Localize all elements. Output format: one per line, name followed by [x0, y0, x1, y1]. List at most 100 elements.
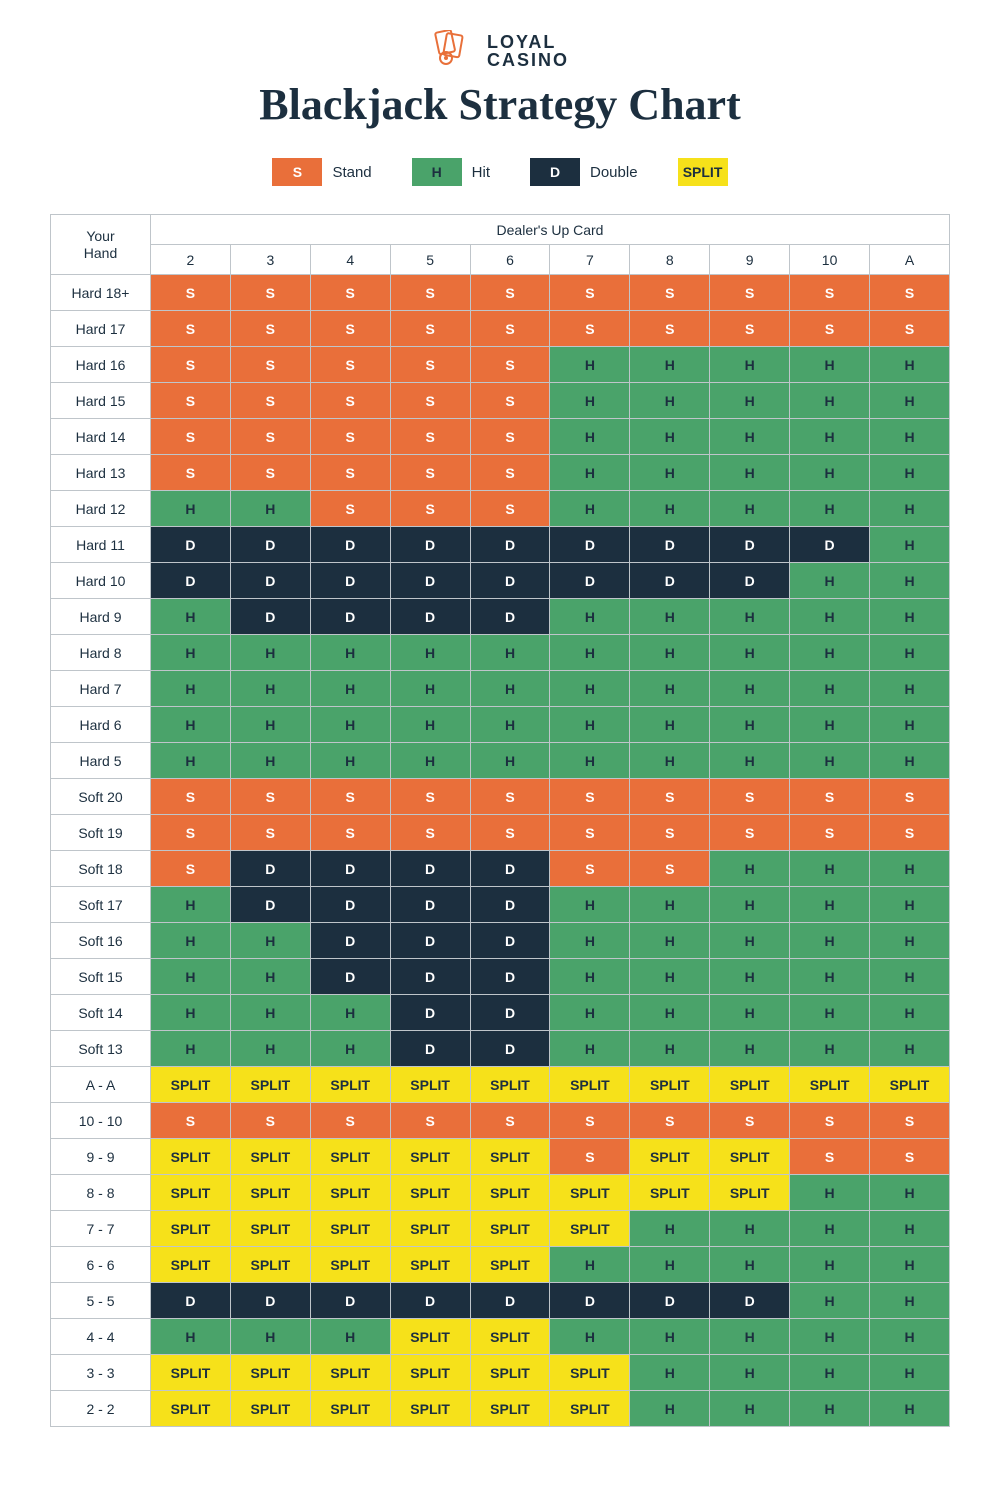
- action-cell: SPLIT: [151, 1139, 231, 1175]
- action-cell: S: [390, 815, 470, 851]
- action-cell: H: [870, 491, 950, 527]
- action-cell: SPLIT: [230, 1211, 310, 1247]
- action-cell: H: [630, 419, 710, 455]
- action-cell: H: [310, 635, 390, 671]
- action-cell: SPLIT: [470, 1175, 550, 1211]
- action-cell: H: [790, 347, 870, 383]
- table-row: 8 - 8SPLITSPLITSPLITSPLITSPLITSPLITSPLIT…: [51, 1175, 950, 1211]
- action-cell: H: [390, 635, 470, 671]
- dealer-card-column: A: [870, 245, 950, 275]
- action-cell: S: [310, 491, 390, 527]
- action-cell: H: [710, 707, 790, 743]
- legend-swatch: SPLIT: [678, 158, 728, 186]
- dealer-card-column: 9: [710, 245, 790, 275]
- hand-label: Hard 12: [51, 491, 151, 527]
- action-cell: H: [630, 959, 710, 995]
- table-row: Hard 18+SSSSSSSSSS: [51, 275, 950, 311]
- action-cell: S: [230, 815, 310, 851]
- action-cell: H: [870, 743, 950, 779]
- action-cell: SPLIT: [230, 1139, 310, 1175]
- action-cell: H: [550, 995, 630, 1031]
- action-cell: SPLIT: [230, 1067, 310, 1103]
- action-cell: S: [550, 275, 630, 311]
- action-cell: D: [470, 527, 550, 563]
- action-cell: D: [230, 887, 310, 923]
- action-cell: D: [390, 1283, 470, 1319]
- action-cell: H: [870, 887, 950, 923]
- table-row: Hard 10DDDDDDDDHH: [51, 563, 950, 599]
- action-cell: S: [870, 275, 950, 311]
- action-cell: SPLIT: [470, 1319, 550, 1355]
- hand-label: 5 - 5: [51, 1283, 151, 1319]
- action-cell: H: [790, 1247, 870, 1283]
- legend-item: DDouble: [530, 158, 638, 186]
- hand-label: Hard 18+: [51, 275, 151, 311]
- action-cell: D: [151, 563, 231, 599]
- table-row: Hard 7HHHHHHHHHH: [51, 671, 950, 707]
- dealer-card-column: 2: [151, 245, 231, 275]
- action-cell: S: [790, 815, 870, 851]
- action-cell: D: [310, 563, 390, 599]
- action-cell: H: [230, 1031, 310, 1067]
- table-row: 10 - 10SSSSSSSSSS: [51, 1103, 950, 1139]
- action-cell: H: [470, 707, 550, 743]
- legend-label: Stand: [332, 164, 371, 181]
- action-cell: S: [630, 815, 710, 851]
- action-cell: S: [151, 815, 231, 851]
- action-cell: SPLIT: [310, 1247, 390, 1283]
- action-cell: SPLIT: [310, 1067, 390, 1103]
- action-cell: S: [470, 383, 550, 419]
- action-cell: SPLIT: [151, 1211, 231, 1247]
- legend-swatch: D: [530, 158, 580, 186]
- action-cell: SPLIT: [630, 1175, 710, 1211]
- hand-label: Hard 17: [51, 311, 151, 347]
- action-cell: D: [470, 995, 550, 1031]
- action-cell: H: [870, 959, 950, 995]
- action-cell: SPLIT: [310, 1355, 390, 1391]
- action-cell: SPLIT: [390, 1211, 470, 1247]
- action-cell: H: [870, 1283, 950, 1319]
- action-cell: H: [630, 995, 710, 1031]
- action-cell: D: [390, 563, 470, 599]
- action-cell: H: [870, 1319, 950, 1355]
- action-cell: D: [390, 851, 470, 887]
- action-cell: S: [390, 383, 470, 419]
- action-cell: H: [870, 707, 950, 743]
- action-cell: S: [630, 1103, 710, 1139]
- action-cell: D: [230, 1283, 310, 1319]
- action-cell: H: [710, 347, 790, 383]
- action-cell: D: [710, 563, 790, 599]
- action-cell: D: [710, 1283, 790, 1319]
- table-row: Soft 13HHHDDHHHHH: [51, 1031, 950, 1067]
- action-cell: H: [870, 1355, 950, 1391]
- action-cell: H: [870, 1175, 950, 1211]
- action-cell: S: [310, 419, 390, 455]
- action-cell: H: [790, 491, 870, 527]
- action-cell: SPLIT: [790, 1067, 870, 1103]
- action-cell: H: [630, 347, 710, 383]
- page-title: Blackjack Strategy Chart: [50, 79, 950, 130]
- hand-label: 10 - 10: [51, 1103, 151, 1139]
- action-cell: D: [790, 527, 870, 563]
- action-cell: SPLIT: [470, 1391, 550, 1427]
- action-cell: D: [630, 1283, 710, 1319]
- action-cell: D: [550, 563, 630, 599]
- hand-label: Soft 14: [51, 995, 151, 1031]
- dealer-up-card-header: Dealer's Up Card: [151, 215, 950, 245]
- action-cell: H: [550, 455, 630, 491]
- action-cell: H: [550, 671, 630, 707]
- brand-logo: LOYAL CASINO: [50, 30, 950, 71]
- action-cell: H: [630, 1031, 710, 1067]
- action-cell: D: [390, 527, 470, 563]
- hand-label: Soft 13: [51, 1031, 151, 1067]
- hand-label: Soft 18: [51, 851, 151, 887]
- action-cell: H: [870, 851, 950, 887]
- action-cell: SPLIT: [550, 1211, 630, 1247]
- action-cell: SPLIT: [390, 1067, 470, 1103]
- dealer-card-column: 4: [310, 245, 390, 275]
- action-cell: S: [390, 1103, 470, 1139]
- action-cell: D: [310, 1283, 390, 1319]
- action-cell: H: [870, 1391, 950, 1427]
- action-cell: S: [550, 779, 630, 815]
- action-cell: H: [710, 923, 790, 959]
